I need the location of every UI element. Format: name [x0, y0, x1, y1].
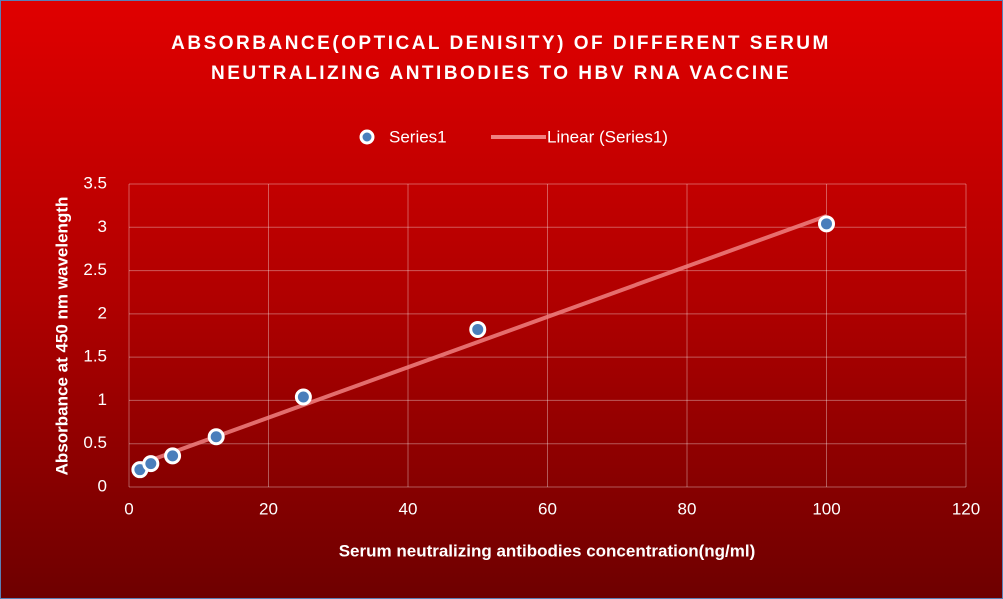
- point: [142, 455, 160, 473]
- chart-title: ABSORBANCE(OPTICAL DENISITY) OF DIFFEREN…: [171, 33, 831, 84]
- legend-marker: [359, 129, 375, 145]
- x-tick-label: 80: [678, 499, 697, 518]
- x-tick-label: 120: [952, 499, 980, 518]
- y-tick-label: 1.5: [83, 347, 107, 366]
- y-tick-label: 2: [98, 303, 107, 322]
- legend-label: Linear (Series1): [547, 127, 668, 146]
- y-tick-label: 0: [98, 476, 107, 495]
- trendline: [139, 214, 828, 467]
- point: [294, 388, 312, 406]
- y-tick-label: 2.5: [83, 260, 107, 279]
- legend-label: Series1: [389, 127, 447, 146]
- y-tick-label: 3.5: [83, 173, 107, 192]
- y-tick-label: 3: [98, 217, 107, 236]
- x-tick-label: 0: [124, 499, 133, 518]
- y-axis-label: Absorbance at 450 nm wavelength: [52, 197, 71, 476]
- x-tick-label: 40: [399, 499, 418, 518]
- point: [164, 447, 182, 465]
- y-tick-label: 0.5: [83, 433, 107, 452]
- x-tick-label: 100: [812, 499, 840, 518]
- point: [469, 320, 487, 338]
- x-tick-label: 60: [538, 499, 557, 518]
- point: [207, 428, 225, 446]
- x-axis-label: Serum neutralizing antibodies concentrat…: [339, 541, 756, 560]
- point: [818, 215, 835, 233]
- y-tick-label: 1: [98, 390, 107, 409]
- x-tick-label: 20: [259, 499, 278, 518]
